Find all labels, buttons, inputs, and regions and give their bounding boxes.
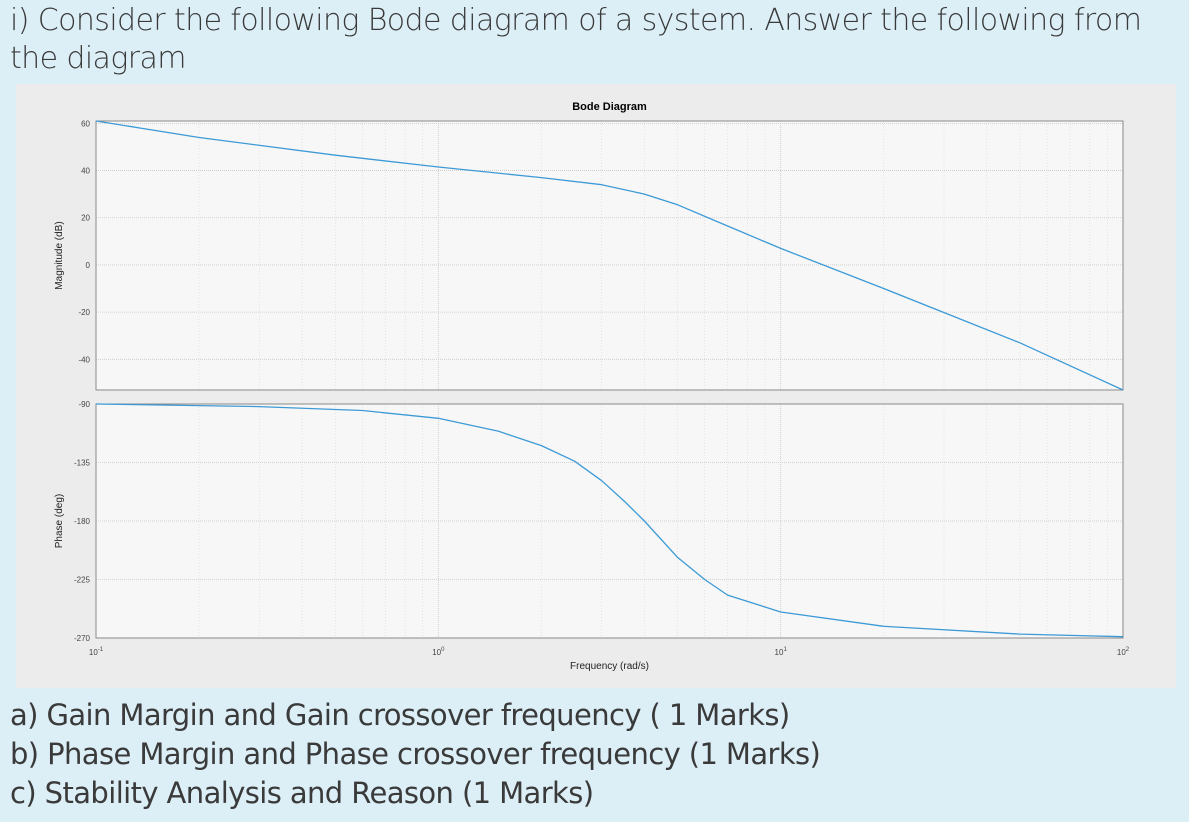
magnitude-y-tick-label: 20 bbox=[81, 214, 90, 223]
magnitude-y-axis-label: Magnitude (dB) bbox=[54, 221, 65, 289]
x-tick-label: 101 bbox=[775, 647, 788, 657]
question-part-a: a) Gain Margin and Gain crossover freque… bbox=[10, 698, 790, 732]
phase-axes-frame bbox=[95, 403, 1124, 639]
phase-y-tick-label: -90 bbox=[78, 400, 90, 409]
phase-y-tick-label: -270 bbox=[74, 634, 91, 643]
phase-y-tick-label: -135 bbox=[74, 459, 91, 468]
x-tick-label: 100 bbox=[432, 647, 445, 657]
magnitude-y-tick-label: -40 bbox=[78, 355, 90, 364]
question-prompt: i) Consider the following Bode diagram o… bbox=[10, 3, 1142, 76]
x-tick-label: 102 bbox=[1117, 647, 1130, 657]
phase-series-line bbox=[95, 403, 1124, 638]
phase-y-tick-label: -180 bbox=[74, 517, 91, 526]
magnitude-y-tick-label: 0 bbox=[86, 261, 91, 270]
magnitude-y-tick-label: 60 bbox=[81, 119, 90, 128]
x-axis-label: Frequency (rad/s) bbox=[570, 661, 649, 672]
magnitude-y-tick-label: -20 bbox=[78, 308, 90, 317]
phase-y-tick-label: -225 bbox=[74, 576, 91, 585]
bode-figure: Bode Diagram 60 40 20 0 -20 -40 Magnitude (dB) -… bbox=[16, 84, 1176, 688]
phase-y-axis-label: Phase (deg) bbox=[54, 494, 65, 548]
x-tick-label: 10-1 bbox=[89, 647, 104, 657]
phase-panel: -90 -135 -180 -225 -270 Phase (deg) bbox=[54, 400, 1124, 643]
magnitude-y-tick-label: 40 bbox=[81, 167, 90, 176]
chart-title: Bode Diagram bbox=[572, 101, 647, 113]
question-part-c: c) Stability Analysis and Reason (1 Mark… bbox=[10, 776, 594, 810]
magnitude-plot-area bbox=[96, 121, 1123, 390]
magnitude-series-line bbox=[95, 120, 1124, 391]
magnitude-panel: 60 40 20 0 -20 -40 Magnitude (dB) bbox=[54, 119, 1124, 391]
bode-chart: Bode Diagram 60 40 20 0 -20 -40 Magnitude (dB) -… bbox=[54, 101, 1130, 672]
question-part-b: b) Phase Margin and Phase crossover freq… bbox=[10, 737, 821, 771]
question-parts: a) Gain Margin and Gain crossover freque… bbox=[10, 696, 1180, 813]
magnitude-axes-frame bbox=[95, 120, 1124, 391]
phase-plot-area bbox=[96, 404, 1123, 638]
